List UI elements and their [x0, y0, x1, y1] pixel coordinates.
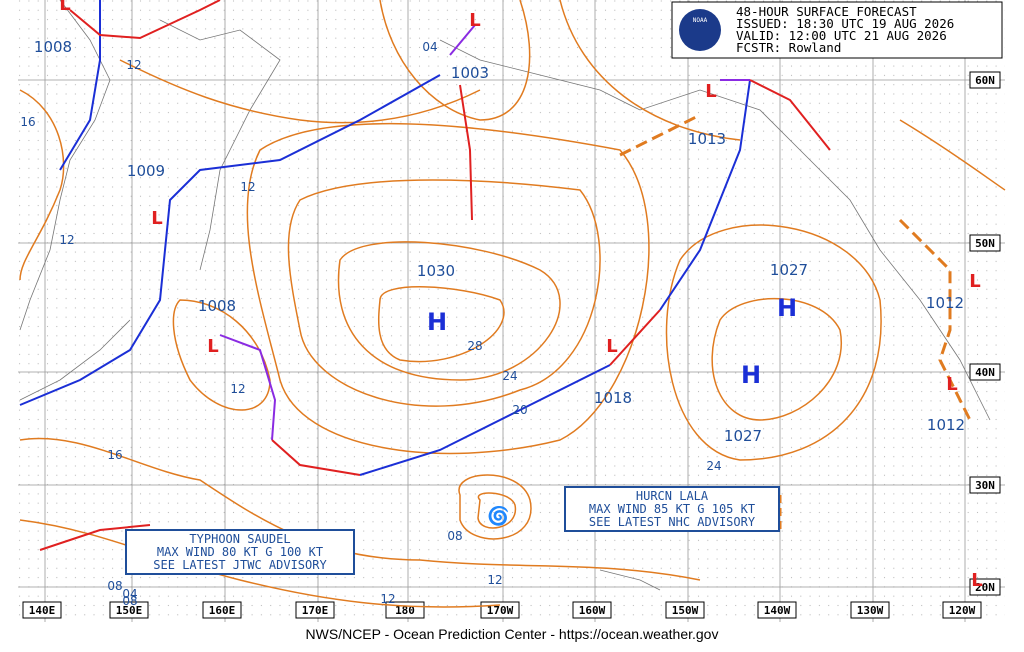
header-line: VALID: 12:00 UTC 21 AUG 2026: [736, 28, 947, 43]
lon-label: 130W: [857, 604, 884, 617]
lat-label-box: [969, 234, 1001, 252]
lat-label-box: [969, 363, 1001, 381]
pressure-label: 1008: [198, 297, 236, 315]
lon-label: 160W: [579, 604, 606, 617]
pressure-label: 1030: [417, 262, 455, 280]
lon-label: 140W: [764, 604, 791, 617]
isobar-label: 08: [107, 579, 122, 593]
isobar-label: 12: [230, 382, 245, 396]
pressure-label: 1009: [127, 162, 165, 180]
lat-label-box: [969, 578, 1001, 596]
lat-label-box: [969, 476, 1001, 494]
lon-label-box: [295, 601, 335, 619]
low-center: L: [469, 10, 480, 31]
isobar-label: 12: [59, 233, 74, 247]
lat-label: 20N: [975, 581, 995, 594]
lon-label: 150E: [116, 604, 143, 617]
advisory-line: MAX WIND 85 KT G 105 KT: [589, 502, 755, 516]
advisory-box: [564, 486, 780, 532]
low-center: L: [606, 336, 617, 357]
pressure-label: 1012: [926, 294, 964, 312]
isobar-label: 04: [122, 587, 137, 601]
lon-label: 170E: [302, 604, 329, 617]
header-line: 48-HOUR SURFACE FORECAST: [736, 4, 917, 19]
isobar-label: 20: [512, 403, 527, 417]
header-frame: [671, 1, 1003, 59]
lon-label-box: [850, 601, 890, 619]
lon-label: 160E: [209, 604, 236, 617]
advisory-line: TYPHOON SAUDEL: [189, 532, 290, 546]
isobar-label: 28: [467, 339, 482, 353]
lat-label: 30N: [975, 479, 995, 492]
pressure-label: 1008: [34, 38, 72, 56]
lon-label-box: [202, 601, 242, 619]
advisory-line: HURCN LALA: [636, 489, 709, 503]
header-box: NOAA: [671, 1, 1003, 59]
low-center: L: [151, 208, 162, 229]
low-center: L: [946, 374, 957, 395]
fronts: 🌀: [19, 0, 972, 551]
low-center: L: [207, 336, 218, 357]
noaa-logo: [679, 9, 721, 51]
lon-label: 180: [395, 604, 415, 617]
pressure-label: 1003: [451, 64, 489, 82]
header-line: FCSTR: Rowland: [736, 40, 841, 55]
isobar-label: 16: [20, 115, 35, 129]
advisory-line: SEE LATEST JTWC ADVISORY: [153, 558, 327, 572]
isobar-label: 12: [126, 58, 141, 72]
high-center: H: [777, 294, 797, 322]
lon-label-box: [109, 601, 149, 619]
isobar-label: 04: [422, 40, 437, 54]
isobar-label: 24: [706, 459, 721, 473]
advisory-line: MAX WIND 80 KT G 100 KT: [157, 545, 323, 559]
lon-label: 170W: [487, 604, 514, 617]
logo-text: NOAA: [693, 17, 708, 24]
pressure-label: 1018: [594, 389, 632, 407]
isobar-label: 08: [447, 529, 462, 543]
svg-text:🌀: 🌀: [487, 505, 509, 527]
isobar-label: 12: [380, 592, 395, 606]
high-center: H: [741, 361, 761, 389]
pressure-label: 1012: [927, 416, 965, 434]
high-center: H: [427, 308, 447, 336]
lat-label: 50N: [975, 237, 995, 250]
pressure-label: 1013: [688, 130, 726, 148]
lon-label: 120W: [949, 604, 976, 617]
low-center: L: [969, 271, 980, 292]
isobar-label: 12: [240, 180, 255, 194]
lon-label: 150W: [672, 604, 699, 617]
lon-label-box: [665, 601, 705, 619]
isobar-label: 24: [502, 369, 517, 383]
advisory-line: SEE LATEST NHC ADVISORY: [589, 515, 756, 529]
coastlines: [19, 0, 991, 591]
lon-label: 140E: [29, 604, 56, 617]
lat-label: 60N: [975, 74, 995, 87]
lon-label-box: [757, 601, 797, 619]
pressure-label: 1027: [770, 261, 808, 279]
low-center: L: [59, 0, 70, 15]
isobar-label: 16: [107, 448, 122, 462]
isobar-label: 08: [122, 594, 137, 608]
lat-label-box: [969, 71, 1001, 89]
footer: NWS/NCEP - Ocean Prediction Center - htt…: [306, 626, 719, 642]
advisory-box: [125, 529, 355, 575]
header-line: ISSUED: 18:30 UTC 19 AUG 2026: [736, 16, 954, 31]
isobar-label: 12: [487, 573, 502, 587]
map-background: [18, 0, 1005, 622]
low-center: L: [971, 570, 982, 591]
low-center: L: [705, 81, 716, 102]
lon-label-box: [22, 601, 62, 619]
lon-label-box: [572, 601, 612, 619]
pressure-label: 1027: [724, 427, 762, 445]
lat-label: 40N: [975, 366, 995, 379]
lon-label-box: [942, 601, 982, 619]
